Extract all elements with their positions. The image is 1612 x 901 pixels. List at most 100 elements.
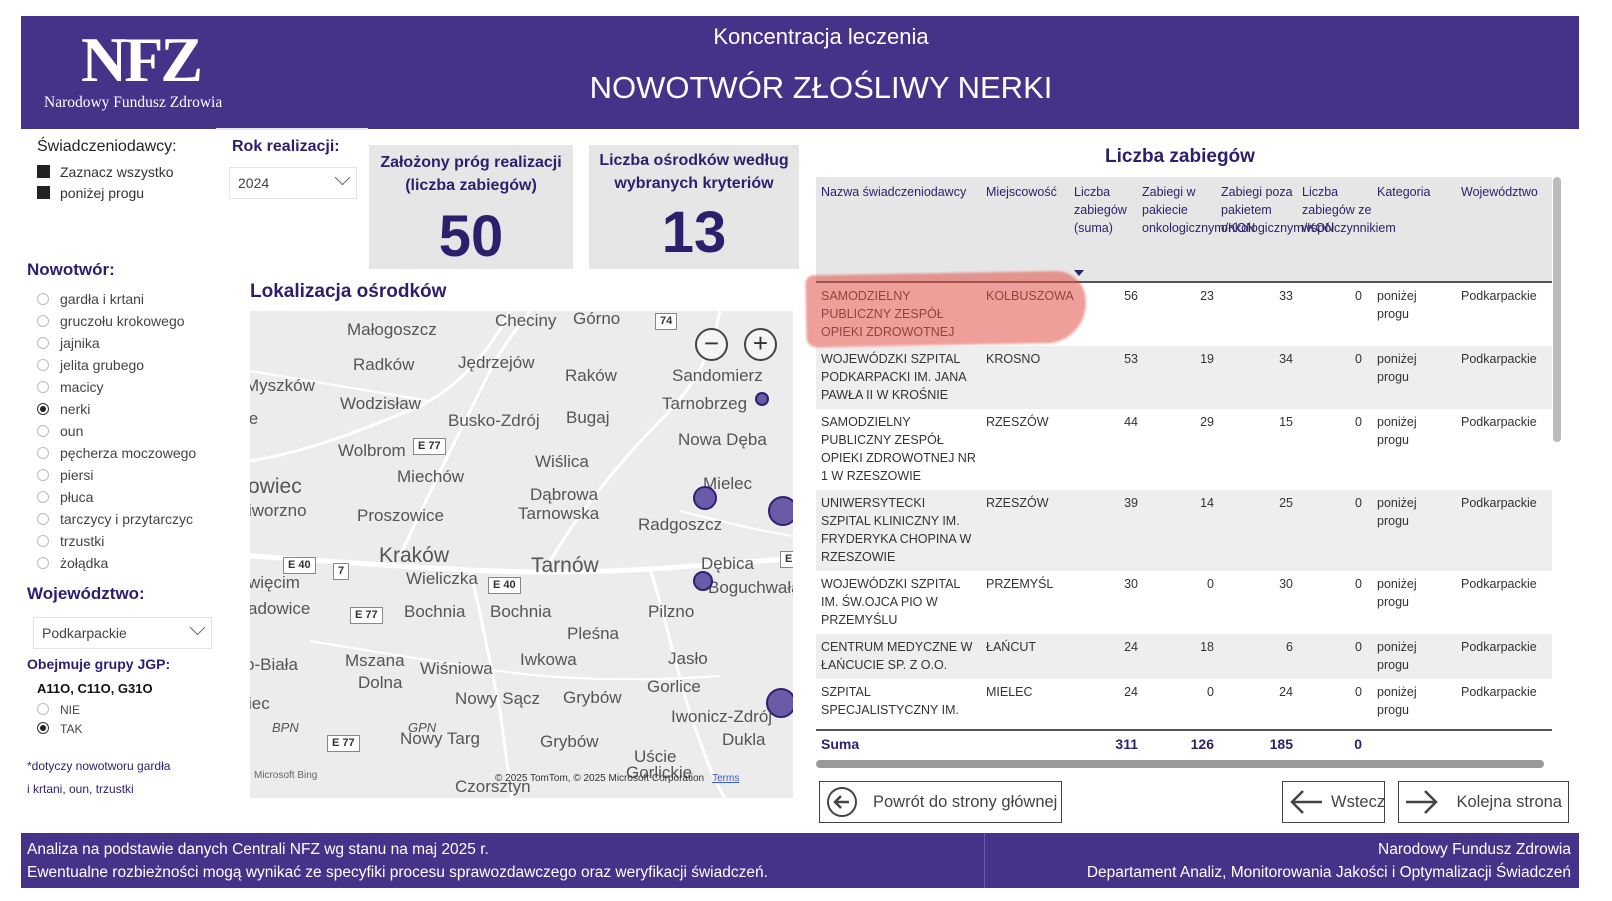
cancer-option[interactable]: płuca bbox=[37, 486, 196, 508]
radio-label: gruczołu krokowego bbox=[60, 313, 185, 329]
zoom-out-button[interactable]: − bbox=[695, 328, 728, 361]
radio-button[interactable] bbox=[37, 381, 49, 393]
home-button[interactable]: Powrót do strony głównej bbox=[819, 781, 1062, 823]
radio-button[interactable] bbox=[37, 722, 49, 734]
cell-total: 44 bbox=[1124, 415, 1138, 429]
cancer-option[interactable]: pęcherza moczowego bbox=[37, 442, 196, 464]
select-all-checkbox[interactable]: Zaznacz wszystko bbox=[37, 162, 174, 182]
zoom-in-button[interactable]: + bbox=[744, 328, 777, 361]
voivodeship-dropdown[interactable]: Podkarpackie bbox=[33, 617, 212, 649]
cell-total: 39 bbox=[1124, 496, 1138, 510]
map-place-label: o-Biała bbox=[250, 655, 298, 674]
cell-cat: poniżej progu bbox=[1377, 577, 1417, 609]
map-place-label: Grybów bbox=[563, 688, 622, 707]
cancer-option[interactable]: tarczycy i przytarczyc bbox=[37, 508, 196, 530]
cell-out: 6 bbox=[1286, 640, 1293, 654]
col-out-package[interactable]: Zabiegi poza pakietem onkologicznym/KON bbox=[1221, 185, 1335, 235]
cell-city: RZESZÓW bbox=[986, 496, 1049, 510]
radio-label: NIE bbox=[60, 703, 81, 717]
table-row[interactable]: WOJEWÓDZKI SZPITAL IM. ŚW.OJCA PIO W PRZ… bbox=[816, 571, 1552, 634]
table-horizontal-scrollbar[interactable] bbox=[816, 760, 1544, 768]
map-place-label: Uście bbox=[634, 747, 677, 766]
report-title: NOWOTWÓR ZŁOŚLIWY NERKI bbox=[589, 70, 1053, 105]
cancer-option[interactable]: oun bbox=[37, 420, 196, 442]
cell-cat: poniżej progu bbox=[1377, 496, 1417, 528]
cancer-option[interactable]: gardła i krtani bbox=[37, 288, 196, 310]
map-place-label: Jędrzejów bbox=[458, 353, 535, 372]
table-vertical-scrollbar[interactable] bbox=[1553, 177, 1561, 442]
cell-coef: 0 bbox=[1355, 685, 1362, 699]
radio-button[interactable] bbox=[37, 491, 49, 503]
road-badge: E 77 bbox=[350, 607, 383, 624]
col-coefficient[interactable]: Liczba zabiegów ze współczynnikiem bbox=[1302, 185, 1396, 235]
cancer-option[interactable]: macicy bbox=[37, 376, 196, 398]
map-marker[interactable] bbox=[755, 392, 769, 406]
radio-button[interactable] bbox=[37, 535, 49, 547]
road-badge: E 77 bbox=[327, 735, 360, 752]
below-threshold-checkbox[interactable]: poniżej progu bbox=[37, 183, 144, 203]
table-row[interactable]: UNIWERSYTECKI SZPITAL KLINICZNY IM. FRYD… bbox=[816, 490, 1552, 571]
centers-map[interactable]: Checiny Górno Małogoszcz Radków Jędrzejów Rak… bbox=[250, 311, 793, 798]
threshold-card-value: 50 bbox=[438, 204, 504, 269]
centers-card-label: Liczba ośrodków według wybranych kryteri… bbox=[599, 152, 789, 192]
year-dropdown[interactable]: 2024 bbox=[229, 167, 357, 199]
logo-subtitle: Narodowy Fundusz Zdrowia bbox=[44, 94, 223, 111]
cell-name: WOJEWÓDZKI SZPITAL PODKARPACKI IM. JANA … bbox=[821, 352, 966, 402]
col-total[interactable]: Liczba zabiegów (suma) bbox=[1074, 185, 1127, 235]
map-marker[interactable] bbox=[766, 688, 793, 718]
cancer-option[interactable]: gruczołu krokowego bbox=[37, 310, 196, 332]
cell-total: 56 bbox=[1124, 289, 1138, 303]
col-in-package[interactable]: Zabiegi w pakiecie onkologicznym/KON bbox=[1142, 185, 1256, 235]
terms-link[interactable]: Terms bbox=[712, 773, 740, 784]
map-place-label: Nowa Dęba bbox=[678, 430, 767, 449]
table-row[interactable]: CENTRUM MEDYCZNE W ŁAŃCUCIE SP. Z O.O. ŁA… bbox=[816, 634, 1552, 679]
next-button[interactable]: Kolejna strona bbox=[1398, 781, 1569, 823]
voivodeship-filter-title: Województwo: bbox=[27, 584, 145, 603]
radio-label: pęcherza moczowego bbox=[60, 445, 197, 461]
footer-right: Narodowy Fundusz Zdrowia Departament Ana… bbox=[1087, 838, 1571, 884]
radio-button[interactable] bbox=[37, 293, 49, 305]
map-place-label: Wodzisław bbox=[340, 394, 421, 413]
col-provider-name[interactable]: Nazwa świadczeniodawcy bbox=[821, 185, 967, 199]
radio-button[interactable] bbox=[37, 469, 49, 481]
radio-button[interactable] bbox=[37, 359, 49, 371]
radio-button[interactable] bbox=[37, 403, 49, 415]
footer-banner: Analiza na podstawie danych Centrali NFZ… bbox=[21, 833, 1579, 888]
cancer-option[interactable]: nerki bbox=[37, 398, 196, 420]
map-place-label: iworzno bbox=[250, 501, 307, 520]
map-place-label: Miechów bbox=[397, 467, 465, 486]
map-marker[interactable] bbox=[768, 496, 793, 526]
cancer-option[interactable]: jajnika bbox=[37, 332, 196, 354]
cancer-option[interactable]: żołądka bbox=[37, 552, 196, 574]
map-marker[interactable] bbox=[693, 486, 717, 510]
cell-in: 18 bbox=[1200, 640, 1214, 654]
radio-button[interactable] bbox=[37, 337, 49, 349]
year-filter-title: Rok realizacji: bbox=[232, 138, 340, 155]
map-place-label: Iwonicz-Zdrój bbox=[671, 707, 773, 726]
col-category[interactable]: Kategoria bbox=[1377, 185, 1431, 199]
map-place-label: Jasło bbox=[668, 649, 708, 668]
radio-button[interactable] bbox=[37, 703, 49, 715]
table-row[interactable]: SZPITAL SPECJALISTYCZNY IM. MIELEC 24 0 24 0 p… bbox=[816, 679, 1552, 729]
jgp-option[interactable]: TAK bbox=[37, 720, 82, 739]
checkbox-box[interactable] bbox=[37, 186, 50, 199]
bing-logo: Microsoft Bing bbox=[254, 770, 318, 781]
col-city[interactable]: Miejscowość bbox=[986, 185, 1057, 199]
checkbox-box[interactable] bbox=[37, 165, 50, 178]
radio-button[interactable] bbox=[37, 513, 49, 525]
cell-city: MIELEC bbox=[986, 685, 1033, 699]
cancer-option[interactable]: jelita grubego bbox=[37, 354, 196, 376]
table-row[interactable]: SAMODZIELNY PUBLICZNY ZESPÓŁ OPIEKI ZDRO… bbox=[816, 409, 1552, 490]
radio-button[interactable] bbox=[37, 557, 49, 569]
radio-button[interactable] bbox=[37, 447, 49, 459]
back-button[interactable]: Wstecz bbox=[1282, 781, 1385, 823]
col-voivodeship[interactable]: Województwo bbox=[1461, 185, 1538, 199]
radio-button[interactable] bbox=[37, 315, 49, 327]
cancer-option[interactable]: piersi bbox=[37, 464, 196, 486]
map-marker[interactable] bbox=[693, 571, 713, 591]
radio-label: trzustki bbox=[60, 533, 105, 549]
table-row[interactable]: WOJEWÓDZKI SZPITAL PODKARPACKI IM. JANA … bbox=[816, 346, 1552, 409]
radio-button[interactable] bbox=[37, 425, 49, 437]
jgp-option[interactable]: NIE bbox=[37, 701, 82, 720]
cancer-option[interactable]: trzustki bbox=[37, 530, 196, 552]
